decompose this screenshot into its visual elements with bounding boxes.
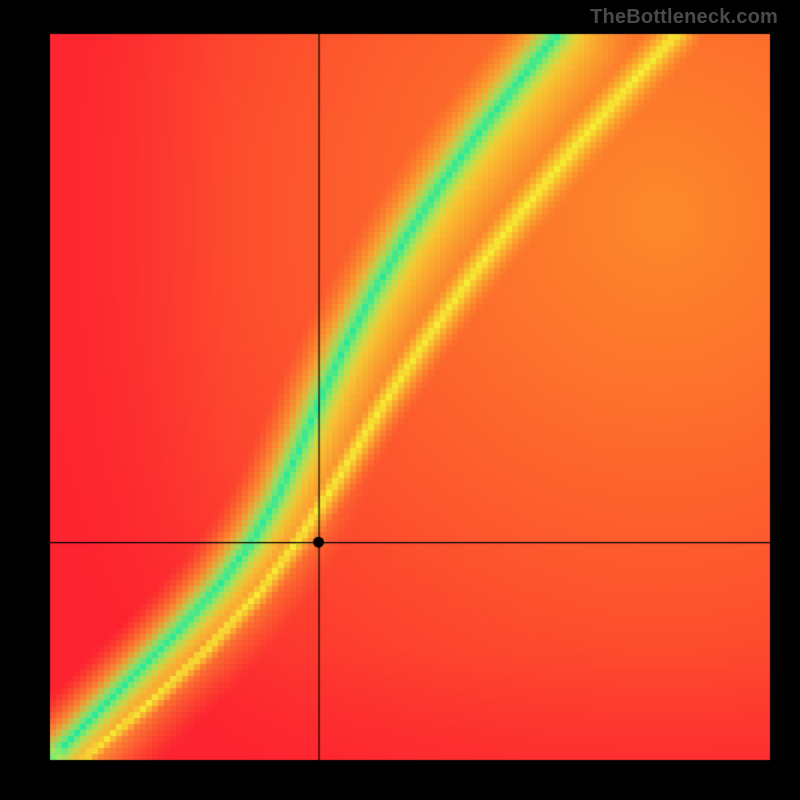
bottleneck-heatmap	[0, 0, 800, 800]
watermark-text: TheBottleneck.com	[590, 6, 778, 29]
